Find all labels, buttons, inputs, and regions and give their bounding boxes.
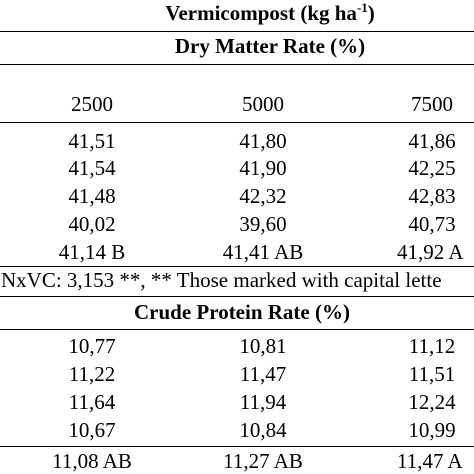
table-cell: 10,84 bbox=[239, 418, 287, 442]
rule-dry-matter bbox=[0, 64, 474, 65]
table-cell: 41,14 B bbox=[58, 240, 126, 264]
rule-note bbox=[0, 296, 474, 297]
table-cell: 11,12 bbox=[408, 334, 456, 358]
crude-protein-title: Crude Protein Rate (%) bbox=[134, 300, 350, 324]
table-cell: 11,47 A bbox=[397, 449, 463, 473]
table-cell: 10,67 bbox=[68, 418, 116, 442]
rule-top bbox=[0, 31, 474, 32]
table-cell: 42,83 bbox=[408, 184, 456, 208]
table-cell: 11,08 AB bbox=[52, 449, 132, 473]
table-cell: 11,27 AB bbox=[223, 449, 303, 473]
table-cell: 10,81 bbox=[239, 334, 287, 358]
table-cell: 11,47 bbox=[239, 362, 287, 386]
column-header-7500: 7500 bbox=[411, 92, 453, 116]
table-cell: 41,48 bbox=[68, 184, 116, 208]
vermicompost-header: Vermicompost (kg ha-1) bbox=[165, 0, 375, 25]
table-cell: 42,25 bbox=[408, 156, 456, 180]
table-cell: 11,94 bbox=[239, 390, 287, 414]
table-cell: 42,32 bbox=[239, 184, 287, 208]
rule-crude-protein bbox=[0, 329, 474, 330]
rule-dry-matter-end bbox=[0, 266, 474, 267]
dry-matter-title: Dry Matter Rate (%) bbox=[174, 34, 366, 58]
column-header-5000: 5000 bbox=[242, 92, 284, 116]
table-cell: 39,60 bbox=[239, 212, 287, 236]
column-header-2500: 2500 bbox=[71, 92, 113, 116]
table-cell: 11,22 bbox=[68, 362, 116, 386]
table-cell: 11,51 bbox=[408, 362, 456, 386]
table-cell: 41,90 bbox=[239, 156, 287, 180]
table-cell: 12,24 bbox=[408, 390, 456, 414]
table-cell: 41,41 AB bbox=[222, 240, 304, 264]
rule-crude-protein-rows bbox=[0, 446, 474, 447]
table-cell: 10,99 bbox=[408, 418, 456, 442]
table-cell: 10,77 bbox=[68, 334, 116, 358]
table-cell: 11,64 bbox=[68, 390, 116, 414]
table-cell: 40,02 bbox=[68, 212, 116, 236]
table-cell: 41,80 bbox=[239, 129, 287, 153]
table-cell: 41,92 A bbox=[397, 240, 464, 264]
table-cell: 41,86 bbox=[408, 129, 456, 153]
table-cell: 40,73 bbox=[408, 212, 456, 236]
table-cell: 41,51 bbox=[68, 129, 116, 153]
table-cell: 41,54 bbox=[68, 156, 116, 180]
rule-columns bbox=[0, 122, 474, 123]
table-note: NxVC: 3,153 **, ** Those marked with cap… bbox=[1, 268, 442, 292]
